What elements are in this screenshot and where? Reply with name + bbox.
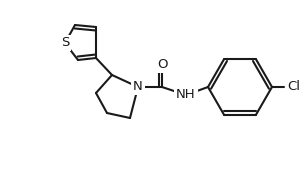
Text: S: S <box>61 37 69 50</box>
Text: NH: NH <box>176 89 196 101</box>
Text: N: N <box>133 80 143 93</box>
Text: Cl: Cl <box>287 80 300 93</box>
Text: O: O <box>157 58 167 72</box>
